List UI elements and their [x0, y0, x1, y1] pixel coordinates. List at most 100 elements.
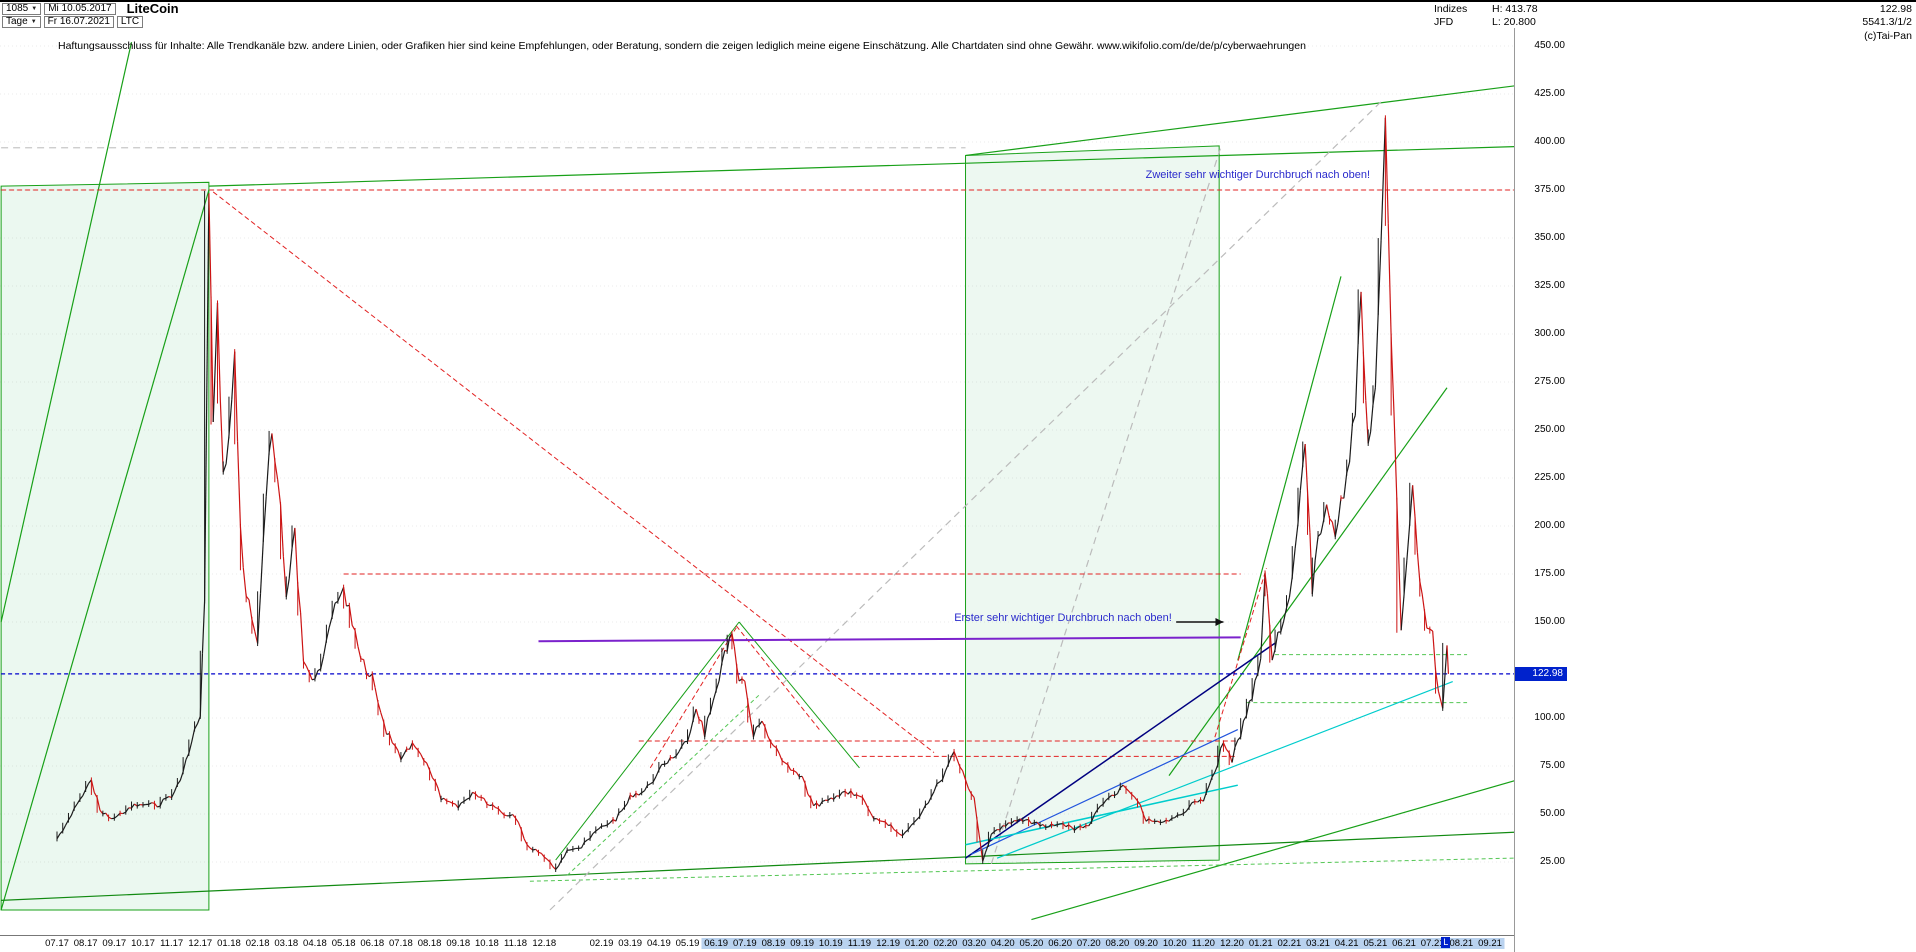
x-axis-label: 07.20 [1074, 938, 1104, 949]
price-series-segment [271, 433, 276, 461]
price-series-segment [277, 479, 282, 505]
price-series-segment [1231, 747, 1236, 763]
trend-line [649, 627, 737, 769]
x-axis-label: 05.21 [1360, 938, 1390, 949]
y-axis-label: 175.00 [1534, 568, 1565, 579]
trend-line [0, 42, 133, 623]
price-series-segment [1421, 593, 1426, 612]
price-series-segment [1343, 473, 1348, 499]
price-series-segment [1393, 412, 1398, 501]
price-series-segment [1354, 341, 1359, 416]
toolbar: 1085 ▼ Mi 10.05.2017 LiteCoin Tage ▼ Fr … [0, 1, 1400, 28]
trend-line [0, 189, 210, 911]
symbol-field: LTC [116, 15, 144, 28]
price-series-segment [1369, 404, 1374, 432]
current-price-badge: 122.98 [1515, 666, 1567, 681]
price-series-segment [1387, 223, 1392, 337]
x-axis-label: 02.21 [1274, 938, 1304, 949]
indices-label: Indizes [1434, 2, 1468, 15]
x-axis-label: 06.20 [1045, 938, 1075, 949]
toolbar-row-1: 1085 ▼ Mi 10.05.2017 LiteCoin [0, 1, 1400, 16]
y-axis-label: 75.00 [1539, 760, 1565, 771]
x-axis-label: 11.20 [1188, 938, 1218, 949]
price-series-segment [300, 612, 305, 662]
price-series-segment [1416, 552, 1421, 582]
price-series-segment [1432, 631, 1437, 671]
bars-count-dropdown[interactable]: 1085 ▼ [2, 2, 42, 15]
price-series-segment [1337, 497, 1342, 523]
range-high-label: H: 413.78 [1492, 2, 1538, 15]
trend-line [738, 621, 860, 769]
price-series-segment [1266, 593, 1271, 628]
price-series-segment [1288, 576, 1293, 598]
price-series-segment [1348, 423, 1354, 463]
y-axis-label: 25.00 [1539, 856, 1565, 867]
price-series-segment [1380, 117, 1386, 241]
quote-info-panel: Indizes H: 413.78 122.98 JFD L: 20.800 5… [1434, 2, 1912, 28]
trend-line [1168, 387, 1448, 776]
price-series-segment [288, 548, 293, 580]
trend-line [549, 101, 1382, 911]
y-axis-label: 150.00 [1534, 616, 1565, 627]
x-axis-label: 10.20 [1160, 938, 1190, 949]
x-axis-label: 09.19 [787, 938, 817, 949]
start-date-value: Mi 10.05.2017 [48, 3, 112, 14]
price-series-segment [744, 681, 749, 701]
x-axis-label: 03.20 [959, 938, 989, 949]
x-axis-label: 08.20 [1102, 938, 1132, 949]
x-axis-label: 07.18 [389, 938, 413, 949]
price-series-segment [1314, 536, 1319, 561]
trend-line [965, 784, 1238, 846]
x-axis-label: 04.20 [988, 938, 1018, 949]
y-axis-label: 325.00 [1534, 280, 1565, 291]
x-axis-label: 03.19 [618, 938, 643, 949]
bars-count-value: 1085 [6, 3, 29, 14]
trend-line [735, 625, 820, 730]
end-date-field[interactable]: Fr 16.07.2021 [43, 15, 114, 28]
price-series-segment [201, 601, 206, 654]
price-series-segment [208, 193, 212, 299]
period-dropdown[interactable]: Tage ▼ [2, 15, 41, 28]
x-axis-label: 04.19 [646, 938, 671, 949]
x-axis-label: 08.18 [417, 938, 442, 949]
x-axis-label: 11.18 [504, 938, 528, 949]
end-date-value: Fr 16.07.2021 [47, 16, 110, 27]
x-axis-label: 02.19 [589, 938, 614, 949]
arrowhead-icon [1215, 618, 1224, 626]
x-axis-label: 12.19 [873, 938, 903, 949]
price-series-segment [1412, 485, 1416, 517]
start-date-field[interactable]: Mi 10.05.2017 [44, 2, 116, 15]
last-price-value: 122.98 [1879, 2, 1912, 15]
x-axis-label: 06.21 [1389, 938, 1419, 949]
trend-line [1031, 780, 1514, 921]
y-axis-label: 400.00 [1534, 136, 1565, 147]
price-series-segment [718, 662, 723, 682]
y-axis-label: 225.00 [1534, 472, 1565, 483]
x-axis-label: 10.18 [475, 938, 499, 949]
period-value: Tage [6, 16, 28, 27]
annotation-first-breakout: Erster sehr wichtiger Durchbruch nach ob… [954, 612, 1172, 625]
price-axis[interactable]: (c)Tai-Pan 122.98 450.00 425.00 400.00 375.… [1514, 0, 1916, 952]
price-series-segment [225, 435, 230, 464]
price-series-segment [265, 452, 270, 497]
low-marker-badge: L [1441, 937, 1451, 948]
feed-label: JFD [1434, 15, 1454, 28]
trend-line [212, 191, 935, 753]
x-axis-label: 08.21 [1446, 938, 1476, 949]
price-series-segment [1400, 595, 1405, 631]
x-axis-label: 11.17 [160, 938, 184, 949]
x-axis-label: 12.17 [188, 938, 213, 949]
price-series-segment [1406, 523, 1411, 561]
instrument-name: LiteCoin [126, 1, 179, 16]
chart-canvas[interactable] [0, 0, 1514, 935]
symbol-value: LTC [120, 16, 140, 27]
x-axis-label: 08.19 [759, 938, 788, 949]
x-axis-label: 10.19 [816, 938, 846, 949]
x-axis-label: 05.18 [331, 938, 356, 949]
x-axis-label: 03.18 [274, 938, 299, 949]
price-series-segment [1260, 572, 1266, 659]
price-series-segment [973, 797, 978, 820]
price-series-segment [219, 400, 224, 473]
price-series-segment [1437, 690, 1444, 709]
time-axis[interactable]: 07.17 08.17 09.17 10.17 11.17 12.17 01.18 02.18… [0, 935, 1514, 952]
